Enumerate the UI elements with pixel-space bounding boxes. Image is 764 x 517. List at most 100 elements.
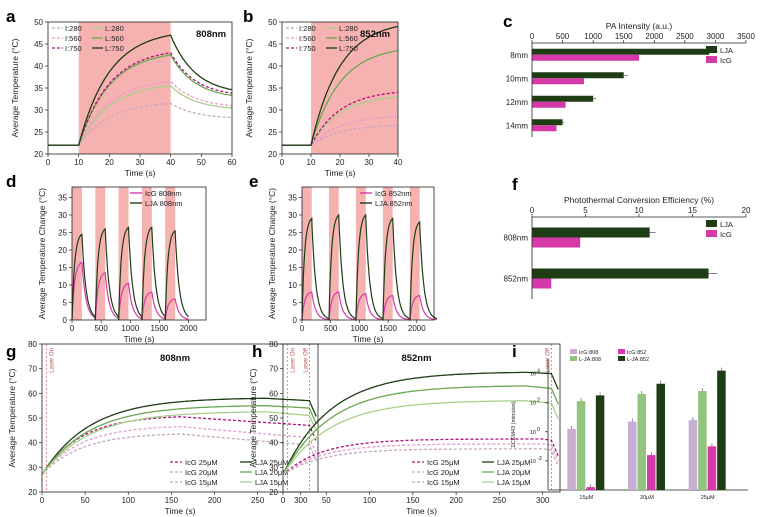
y-tick-exponent: 4	[537, 369, 540, 375]
legend-label: L:560	[339, 34, 358, 43]
y-tick-exponent: 2	[537, 398, 540, 404]
x-axis-label: Time (s)	[353, 334, 384, 344]
bar-IcG-10mm	[532, 78, 584, 85]
x-tick-label: 100	[363, 496, 377, 505]
x-tick-label: 250	[251, 496, 265, 505]
series-line-LJA-25μM	[282, 371, 559, 475]
legend-label: L:750	[105, 44, 124, 53]
panel-label-h: h	[252, 342, 262, 361]
bar-IcG-12mm	[532, 101, 566, 108]
legend-label: LJA 25μM	[497, 458, 531, 467]
x-tick-label: 3000	[707, 32, 725, 41]
y-tick-label: 0	[293, 316, 298, 325]
wavelength-label: 852nm	[360, 29, 390, 40]
series-line-IcG-15μM	[282, 448, 559, 476]
y-tick-label: 10	[288, 281, 297, 290]
x-tick-label: 10	[74, 158, 83, 167]
x-tick-label: 1000	[350, 324, 368, 333]
x-tick-label: 1500	[615, 32, 633, 41]
bar-LJA-14mm	[532, 119, 563, 126]
x-tick-label: 30	[136, 158, 145, 167]
legend-label: I:560	[299, 34, 316, 43]
panel-label-g: g	[6, 342, 16, 361]
x-tick-label: 500	[556, 32, 570, 41]
y-tick-label: 70	[269, 365, 278, 374]
laser-on-band	[311, 22, 398, 154]
panel-e: 0 500 1000 1500 2000 0 5 10 15 20 25 30 35 Time (s) Av…	[267, 186, 438, 344]
y-tick-label: 25	[34, 128, 43, 137]
laser-on-band	[141, 187, 152, 320]
laser-on-label: Laser On	[290, 348, 296, 373]
y-axis-label: Average Temperature (°C)	[248, 368, 258, 467]
bar-IcG-8mm	[532, 54, 639, 61]
y-axis-label: Average Temperature Change (°C)	[267, 188, 277, 319]
y-tick-label: 60	[28, 389, 37, 398]
legend-label: LJA 15μM	[497, 478, 531, 487]
series-line-I-280	[282, 124, 399, 146]
legend-label: L-JA:852	[627, 357, 649, 363]
x-tick-label: 20	[105, 158, 114, 167]
legend-label: LJA 20μM	[255, 468, 289, 477]
bar-L-JA:852-15μM	[595, 395, 605, 490]
series-line-LJA-852nm	[301, 213, 438, 321]
legend-label: I:280	[299, 24, 316, 33]
wavelength-label: 808nm	[196, 29, 226, 40]
legend-label: IcG	[720, 230, 732, 239]
chart-title: Photothermal Conversion Efficiency (%)	[564, 195, 714, 205]
series-line-LJA-20μM	[282, 385, 559, 476]
y-tick-label: 15	[58, 264, 67, 273]
category-label: 10mm	[506, 74, 529, 83]
x-tick-label: 0	[300, 324, 305, 333]
legend-label: LJA 20μM	[497, 468, 531, 477]
x-tick-label: 30	[365, 158, 374, 167]
legend-label: IcG 808nm	[145, 189, 182, 198]
y-tick-label: 20	[58, 246, 67, 255]
x-tick-label: 0	[281, 496, 286, 505]
x-tick-label: 50	[81, 496, 90, 505]
x-axis-label: Time (s)	[124, 334, 155, 344]
series-line-IcG-852nm	[301, 291, 438, 323]
x-axis-label: Time (s)	[125, 168, 156, 178]
legend-label: LJA	[720, 220, 733, 229]
legend-label: IcG 15μM	[427, 478, 460, 487]
laser-on-band	[72, 187, 82, 320]
y-tick-label: 10	[530, 459, 536, 465]
legend-label: IcG 20μM	[427, 468, 460, 477]
bar-LJA-10mm	[532, 72, 624, 79]
x-tick-label: 100	[122, 496, 136, 505]
legend-label: LJA 15μM	[255, 478, 289, 487]
x-tick-label: 40	[166, 158, 175, 167]
x-tick-label: 5	[583, 206, 588, 215]
x-tick-label: 250	[493, 496, 507, 505]
bar-IcG-808nm	[532, 237, 581, 248]
legend-label: LJA 852nm	[375, 199, 413, 208]
y-tick-label: 35	[268, 84, 277, 93]
legend-label: I:560	[65, 34, 82, 43]
y-tick-label: 5	[293, 299, 298, 308]
x-tick-label: 0	[530, 32, 535, 41]
chart-title: PA Intensity (a.u.)	[606, 21, 673, 31]
series-line-L-750	[282, 25, 399, 146]
y-tick-label: 40	[28, 439, 37, 448]
bar-L-JA:808-20μM	[637, 393, 646, 490]
panel-label-c: c	[503, 12, 512, 31]
y-tick-label: 20	[34, 150, 43, 159]
y-tick-label: 20	[269, 488, 278, 497]
legend-swatch	[706, 220, 717, 227]
legend-label: L:280	[105, 24, 124, 33]
bar-L-JA:852-25μM	[717, 370, 726, 490]
y-tick-label: 15	[288, 264, 297, 273]
y-tick-label: 50	[28, 414, 37, 423]
x-tick-label: 0	[40, 496, 45, 505]
x-tick-label: 300	[536, 496, 550, 505]
y-tick-label: 45	[268, 40, 277, 49]
legend-label: L:280	[339, 24, 358, 33]
y-tick-label: 10	[58, 281, 67, 290]
category-label: 8mm	[510, 51, 528, 60]
y-tick-label: 50	[34, 18, 43, 27]
x-tick-label: 60	[228, 158, 237, 167]
y-axis-label: Average Temperature (°C)	[244, 38, 254, 137]
y-tick-label: 80	[269, 340, 278, 349]
laser-on-band	[95, 187, 106, 320]
